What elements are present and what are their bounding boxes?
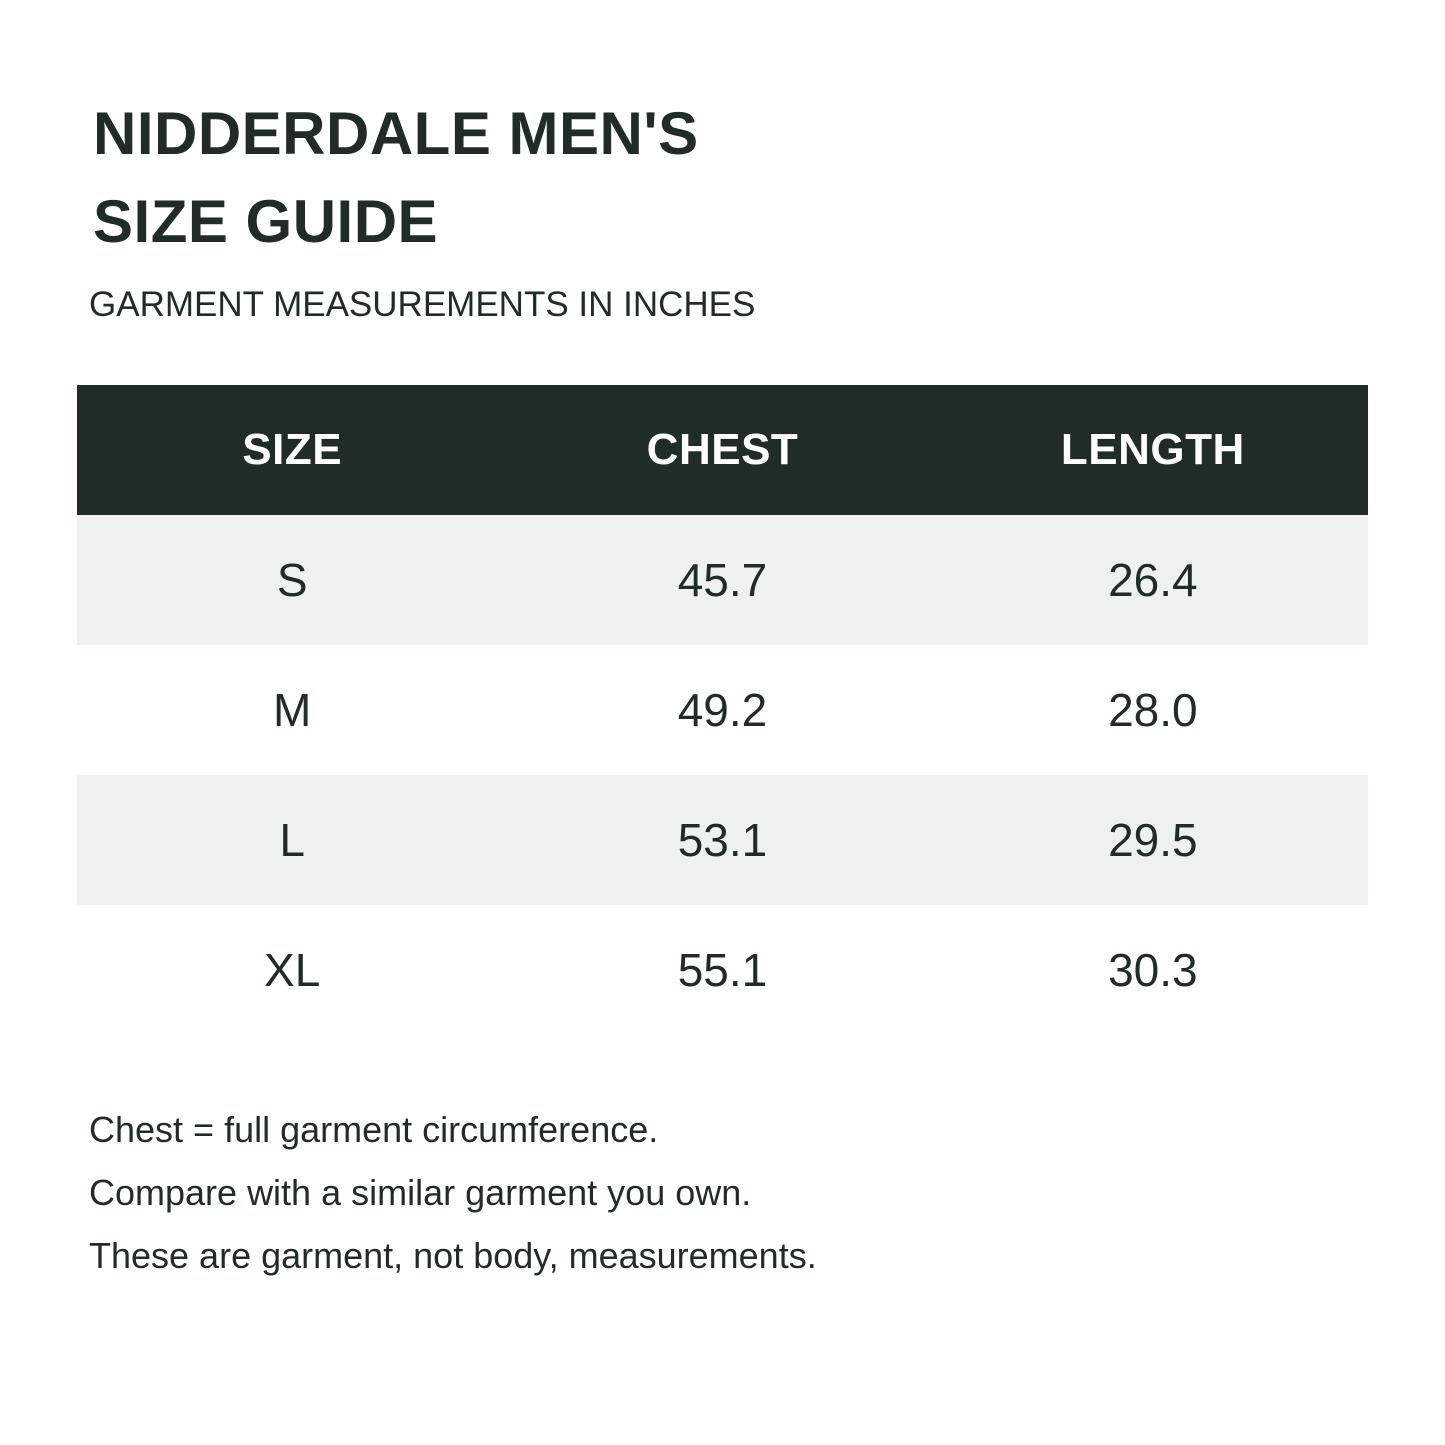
note-line: Compare with a similar garment you own. <box>89 1172 752 1213</box>
table-row: S 45.7 26.4 <box>77 515 1368 645</box>
column-header-chest: CHEST <box>507 385 938 515</box>
size-cell: XL <box>77 905 508 1035</box>
notes: Chest = full garment circumference. Comp… <box>89 1098 817 1287</box>
size-table: SIZE CHEST LENGTH S 45.7 26.4 M 49.2 28.… <box>77 385 1368 1035</box>
table-row: M 49.2 28.0 <box>77 645 1368 775</box>
title-line: NIDDERDALE MEN'S <box>93 100 699 167</box>
page-title: NIDDERDALE MEN'S SIZE GUIDE <box>93 90 699 266</box>
chest-cell: 53.1 <box>507 775 938 905</box>
chest-cell: 55.1 <box>507 905 938 1035</box>
length-cell: 26.4 <box>937 515 1368 645</box>
chest-cell: 45.7 <box>507 515 938 645</box>
length-cell: 30.3 <box>937 905 1368 1035</box>
size-cell: L <box>77 775 508 905</box>
chest-cell: 49.2 <box>507 645 938 775</box>
size-cell: M <box>77 645 508 775</box>
title-line: SIZE GUIDE <box>93 188 439 255</box>
table-header-row: SIZE CHEST LENGTH <box>77 385 1368 515</box>
length-cell: 29.5 <box>937 775 1368 905</box>
note-line: Chest = full garment circumference. <box>89 1109 659 1150</box>
column-header-size: SIZE <box>77 385 508 515</box>
length-cell: 28.0 <box>937 645 1368 775</box>
column-header-length: LENGTH <box>937 385 1368 515</box>
table-row: XL 55.1 30.3 <box>77 905 1368 1035</box>
note-line: These are garment, not body, measurement… <box>89 1235 817 1276</box>
page-subtitle: GARMENT MEASUREMENTS IN INCHES <box>89 285 756 324</box>
size-cell: S <box>77 515 508 645</box>
table-row: L 53.1 29.5 <box>77 775 1368 905</box>
